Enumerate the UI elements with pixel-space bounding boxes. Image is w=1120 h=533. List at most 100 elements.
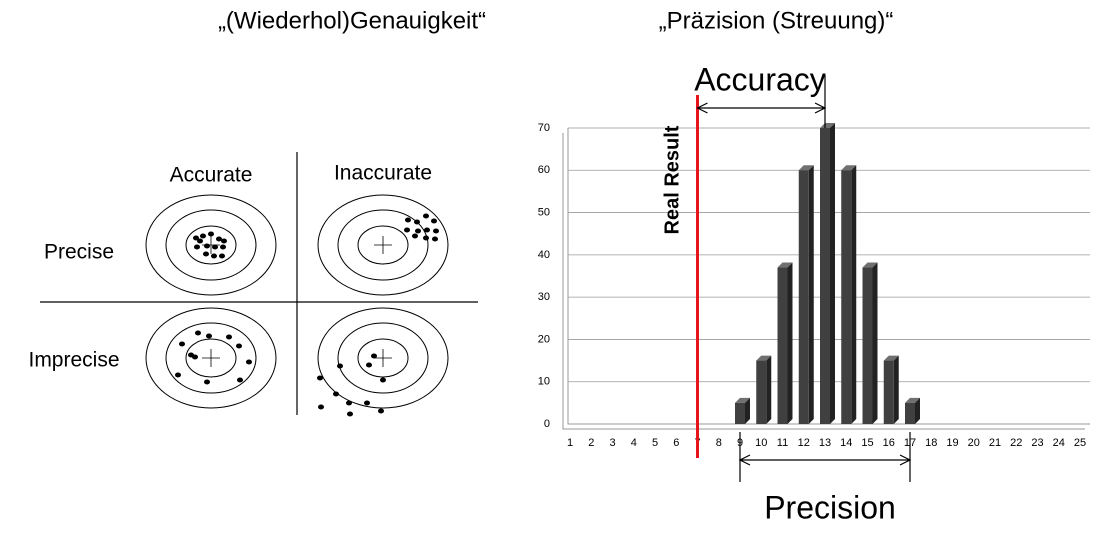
y-tick-label: 40 <box>538 249 550 261</box>
x-tick-label: 22 <box>1010 437 1022 449</box>
hit-dot <box>412 233 418 239</box>
target-ring <box>165 322 257 394</box>
column-label: Accurate <box>170 164 253 187</box>
hit-dot <box>318 404 324 410</box>
hit-dot <box>364 400 370 406</box>
bar <box>756 360 767 424</box>
x-tick-label: 3 <box>609 437 615 449</box>
target-ring <box>185 338 237 378</box>
target-ring <box>165 209 257 281</box>
heading: „(Wiederhol)Genauigkeit“ <box>218 7 486 34</box>
target-ring <box>145 194 277 296</box>
target-ring <box>357 338 409 378</box>
bar <box>820 128 830 424</box>
bar-side <box>808 165 814 425</box>
hit-dot <box>175 372 181 378</box>
hit-dot <box>208 231 214 237</box>
x-tick-label: 24 <box>1053 437 1065 449</box>
y-tick-label: 60 <box>538 164 550 176</box>
bar-side <box>872 262 878 424</box>
hit-dot <box>415 228 421 234</box>
bar-side <box>787 262 793 424</box>
real-result-label: Real Result <box>661 125 683 234</box>
hit-dot <box>203 251 209 257</box>
row-label: Precise <box>44 241 114 264</box>
x-tick-label: 5 <box>652 437 658 449</box>
hit-dot <box>333 391 339 397</box>
hit-dot <box>216 236 222 242</box>
targets <box>145 194 449 417</box>
x-tick-label: 11 <box>777 437 788 449</box>
x-tick-label: 23 <box>1031 437 1043 449</box>
hit-dot <box>414 219 420 225</box>
target-ring <box>337 209 429 281</box>
hit-dot <box>179 341 185 347</box>
x-tick-label: 4 <box>631 437 637 449</box>
x-tick-label: 8 <box>716 437 722 449</box>
hit-dot <box>237 377 243 383</box>
hit-dot <box>246 359 252 365</box>
bar <box>862 267 873 424</box>
hit-dot <box>206 333 212 339</box>
target-ring <box>145 307 277 409</box>
x-tick-label: 15 <box>861 437 873 449</box>
hit-dot <box>337 363 343 369</box>
y-tick-label: 0 <box>544 418 550 430</box>
target-cross <box>374 236 392 254</box>
target-cross <box>202 349 220 367</box>
x-tick-label: 6 <box>673 437 679 449</box>
hit-dot <box>195 330 201 336</box>
x-tick-label: 12 <box>798 437 810 449</box>
y-tick-label: 30 <box>538 291 550 303</box>
hit-dot <box>220 244 226 250</box>
hit-dot <box>380 377 386 383</box>
bar <box>735 402 745 424</box>
x-tick-label: 14 <box>840 437 852 449</box>
bar-side <box>915 397 920 424</box>
hit-dot <box>433 228 439 234</box>
target-ring <box>185 225 237 265</box>
bar <box>905 402 915 424</box>
target-diagram <box>40 152 478 415</box>
target-cross <box>374 349 392 367</box>
hit-dot <box>423 213 429 219</box>
bar <box>883 360 894 424</box>
bar <box>798 170 809 424</box>
target-ring <box>357 225 409 265</box>
row-label: Imprecise <box>28 349 119 372</box>
y-tick-label: 20 <box>538 333 550 345</box>
hit-dot <box>212 244 218 250</box>
bar-side <box>745 397 750 424</box>
precision-arrow <box>738 432 912 482</box>
x-tick-label: 2 <box>588 437 594 449</box>
hit-dot <box>366 362 372 368</box>
hit-dot <box>423 235 429 241</box>
hit-dot <box>236 343 242 349</box>
x-tick-label: 19 <box>946 437 958 449</box>
bar <box>841 170 852 424</box>
hit-dot <box>347 411 353 417</box>
hit-dot <box>219 253 225 259</box>
bar <box>777 267 788 424</box>
x-tick-label: 1 <box>567 437 573 449</box>
bar-side <box>851 165 857 425</box>
hit-dot <box>431 218 437 224</box>
hit-dot <box>221 238 227 244</box>
hit-dot <box>194 244 200 250</box>
y-tick-label: 70 <box>538 122 550 134</box>
hit-dot <box>211 253 217 259</box>
hit-dot <box>192 354 198 360</box>
precision-label: Precision <box>764 489 896 525</box>
hit-dot <box>200 233 206 239</box>
x-tick-label: 10 <box>755 437 767 449</box>
hit-dot <box>193 235 199 241</box>
x-tick-label: 13 <box>819 437 831 449</box>
bar-side <box>830 123 835 424</box>
y-tick-label: 50 <box>538 206 550 218</box>
bar-side <box>766 355 772 424</box>
accuracy-arrow <box>696 75 827 128</box>
hit-dot <box>378 408 384 414</box>
hit-dot <box>204 379 210 385</box>
target-ring <box>317 194 449 296</box>
